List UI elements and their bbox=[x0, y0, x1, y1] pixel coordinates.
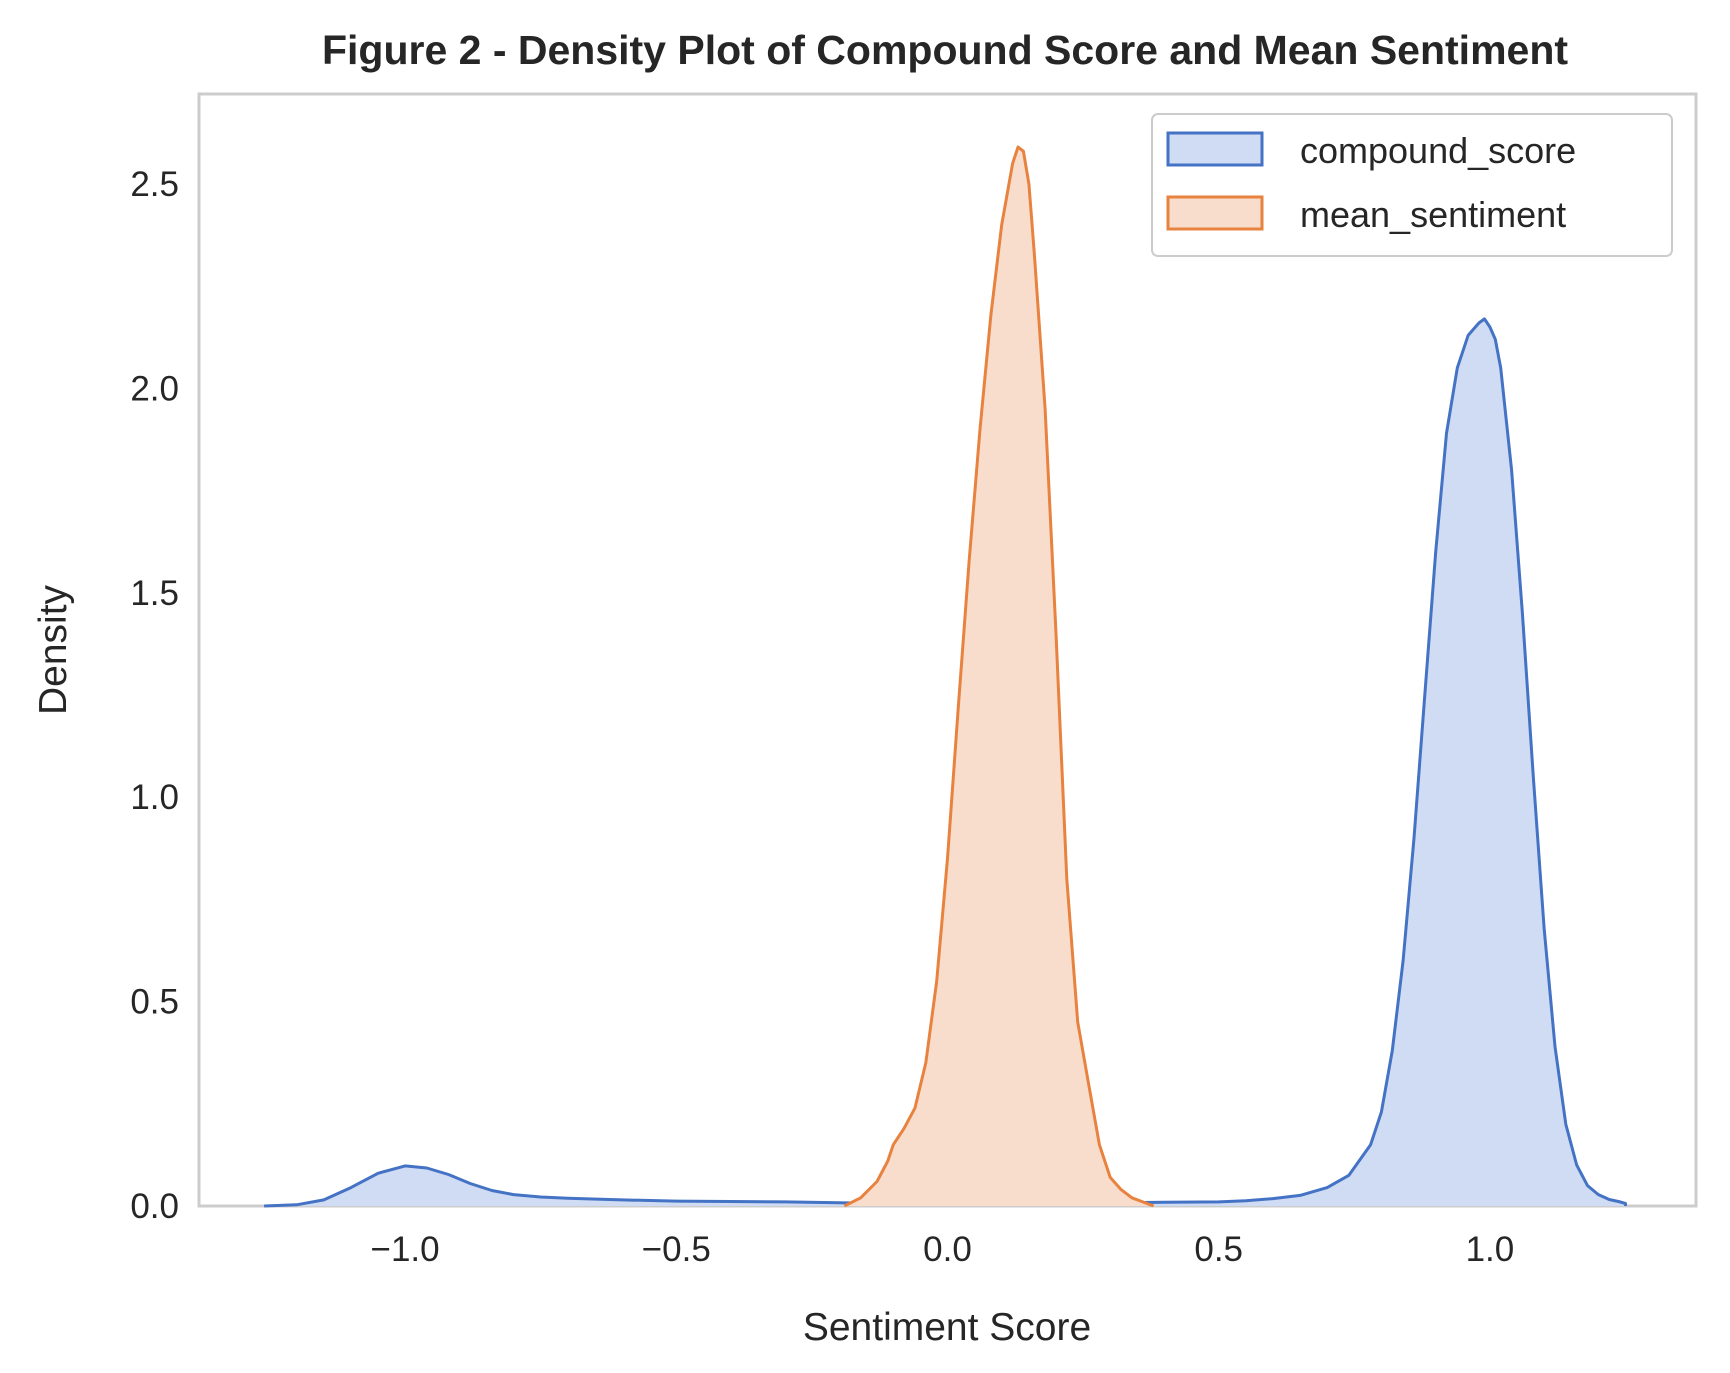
y-axis-label: Density bbox=[32, 584, 75, 715]
x-tick-label: −1.0 bbox=[371, 1230, 440, 1269]
x-tick-label: 1.0 bbox=[1466, 1230, 1515, 1269]
series-area-compound-score bbox=[264, 318, 1626, 1206]
legend-label-mean-sentiment: mean_sentiment bbox=[1300, 194, 1566, 235]
series-layer bbox=[264, 145, 1627, 1208]
y-tick-label: 0.5 bbox=[130, 983, 179, 1022]
legend-swatch-compound-score bbox=[1166, 131, 1264, 167]
legend: compound_score mean_sentiment bbox=[1151, 113, 1673, 257]
chart-title: Figure 2 - Density Plot of Compound Scor… bbox=[322, 27, 1568, 73]
x-tick-label: 0.0 bbox=[923, 1230, 972, 1269]
series-line-mean-sentiment bbox=[843, 145, 1155, 1208]
series-area-mean-sentiment bbox=[844, 147, 1154, 1207]
legend-label-compound-score: compound_score bbox=[1300, 130, 1576, 171]
y-tick-label: 2.5 bbox=[130, 165, 179, 204]
y-tick-label: 1.5 bbox=[130, 574, 179, 613]
y-tick-label: 1.0 bbox=[130, 778, 179, 817]
x-axis-ticks: −1.0 −0.5 0.0 0.5 1.0 bbox=[371, 1230, 1515, 1269]
legend-swatch-mean-sentiment bbox=[1166, 195, 1264, 231]
x-tick-label: −0.5 bbox=[642, 1230, 711, 1269]
y-tick-label: 2.0 bbox=[130, 369, 179, 408]
x-tick-label: 0.5 bbox=[1194, 1230, 1243, 1269]
y-tick-label: 0.0 bbox=[130, 1187, 179, 1226]
series-line-compound-score bbox=[264, 317, 1627, 1208]
x-axis-label: Sentiment Score bbox=[803, 1306, 1091, 1349]
y-axis-ticks: 0.0 0.5 1.0 1.5 2.0 2.5 bbox=[130, 165, 179, 1226]
legend-box bbox=[1151, 113, 1673, 257]
